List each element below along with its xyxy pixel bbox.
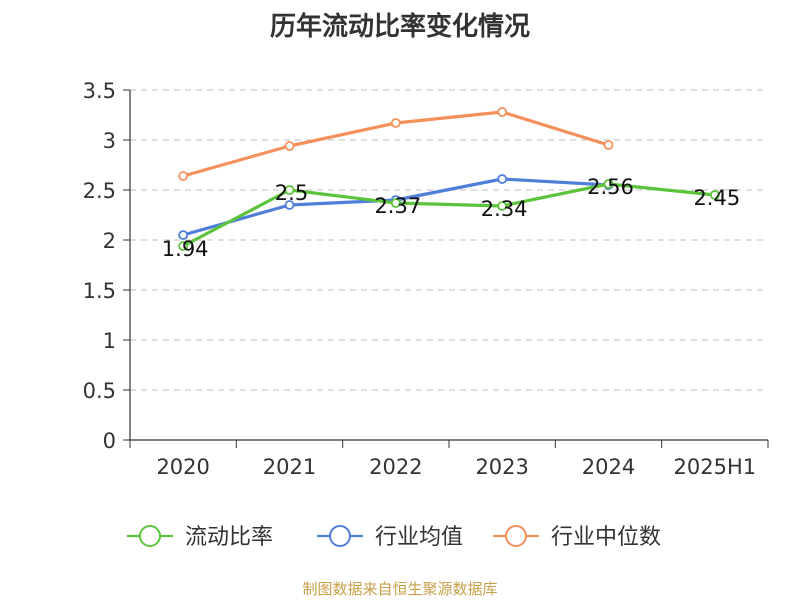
x-tick-label: 2023 bbox=[475, 455, 528, 479]
legend-label: 流动比率 bbox=[185, 525, 273, 550]
y-tick-label: 2.5 bbox=[83, 179, 116, 203]
data-point bbox=[709, 190, 720, 200]
y-tick-label: 3.5 bbox=[83, 79, 116, 103]
data-point bbox=[603, 140, 614, 150]
data-point bbox=[284, 185, 295, 195]
legend-swatch-marker bbox=[505, 525, 527, 547]
data-point bbox=[178, 171, 189, 181]
x-tick-label: 2022 bbox=[369, 455, 422, 479]
data-point bbox=[284, 200, 295, 210]
x-tick-label: 2020 bbox=[156, 455, 209, 479]
data-point bbox=[178, 241, 189, 251]
chart-title: 历年流动比率变化情况 bbox=[269, 12, 530, 42]
data-point bbox=[178, 230, 189, 240]
y-tick-label: 1.5 bbox=[83, 279, 116, 303]
y-tick-label: 2 bbox=[103, 229, 116, 253]
legend-swatch-marker bbox=[329, 525, 351, 547]
data-point bbox=[497, 174, 508, 184]
data-point bbox=[603, 179, 614, 189]
data-label: 2.34 bbox=[481, 197, 528, 221]
series-line bbox=[182, 182, 715, 248]
data-point bbox=[284, 141, 295, 151]
data-point bbox=[497, 107, 508, 117]
x-tick-label: 2024 bbox=[582, 455, 635, 479]
y-tick-label: 3 bbox=[103, 129, 116, 153]
data-source-note: 制图数据来自恒生聚源数据库 bbox=[302, 580, 498, 598]
y-tick-label: 0.5 bbox=[83, 379, 116, 403]
data-label: 2.56 bbox=[587, 175, 634, 199]
x-tick-label: 2025H1 bbox=[674, 455, 757, 479]
y-tick-label: 0 bbox=[103, 429, 116, 453]
data-point bbox=[497, 201, 508, 211]
data-label: 2.5 bbox=[275, 181, 308, 205]
data-point bbox=[390, 198, 401, 208]
data-label: 2.37 bbox=[374, 194, 421, 218]
legend-swatch-marker bbox=[139, 525, 161, 547]
data-label: 2.45 bbox=[693, 186, 740, 210]
data-point bbox=[390, 118, 401, 128]
data-label: 1.94 bbox=[162, 237, 209, 261]
legend-label: 行业中位数 bbox=[551, 525, 661, 550]
y-tick-label: 1 bbox=[103, 329, 116, 353]
legend-label: 行业均值 bbox=[375, 525, 463, 550]
x-tick-label: 2021 bbox=[263, 455, 316, 479]
